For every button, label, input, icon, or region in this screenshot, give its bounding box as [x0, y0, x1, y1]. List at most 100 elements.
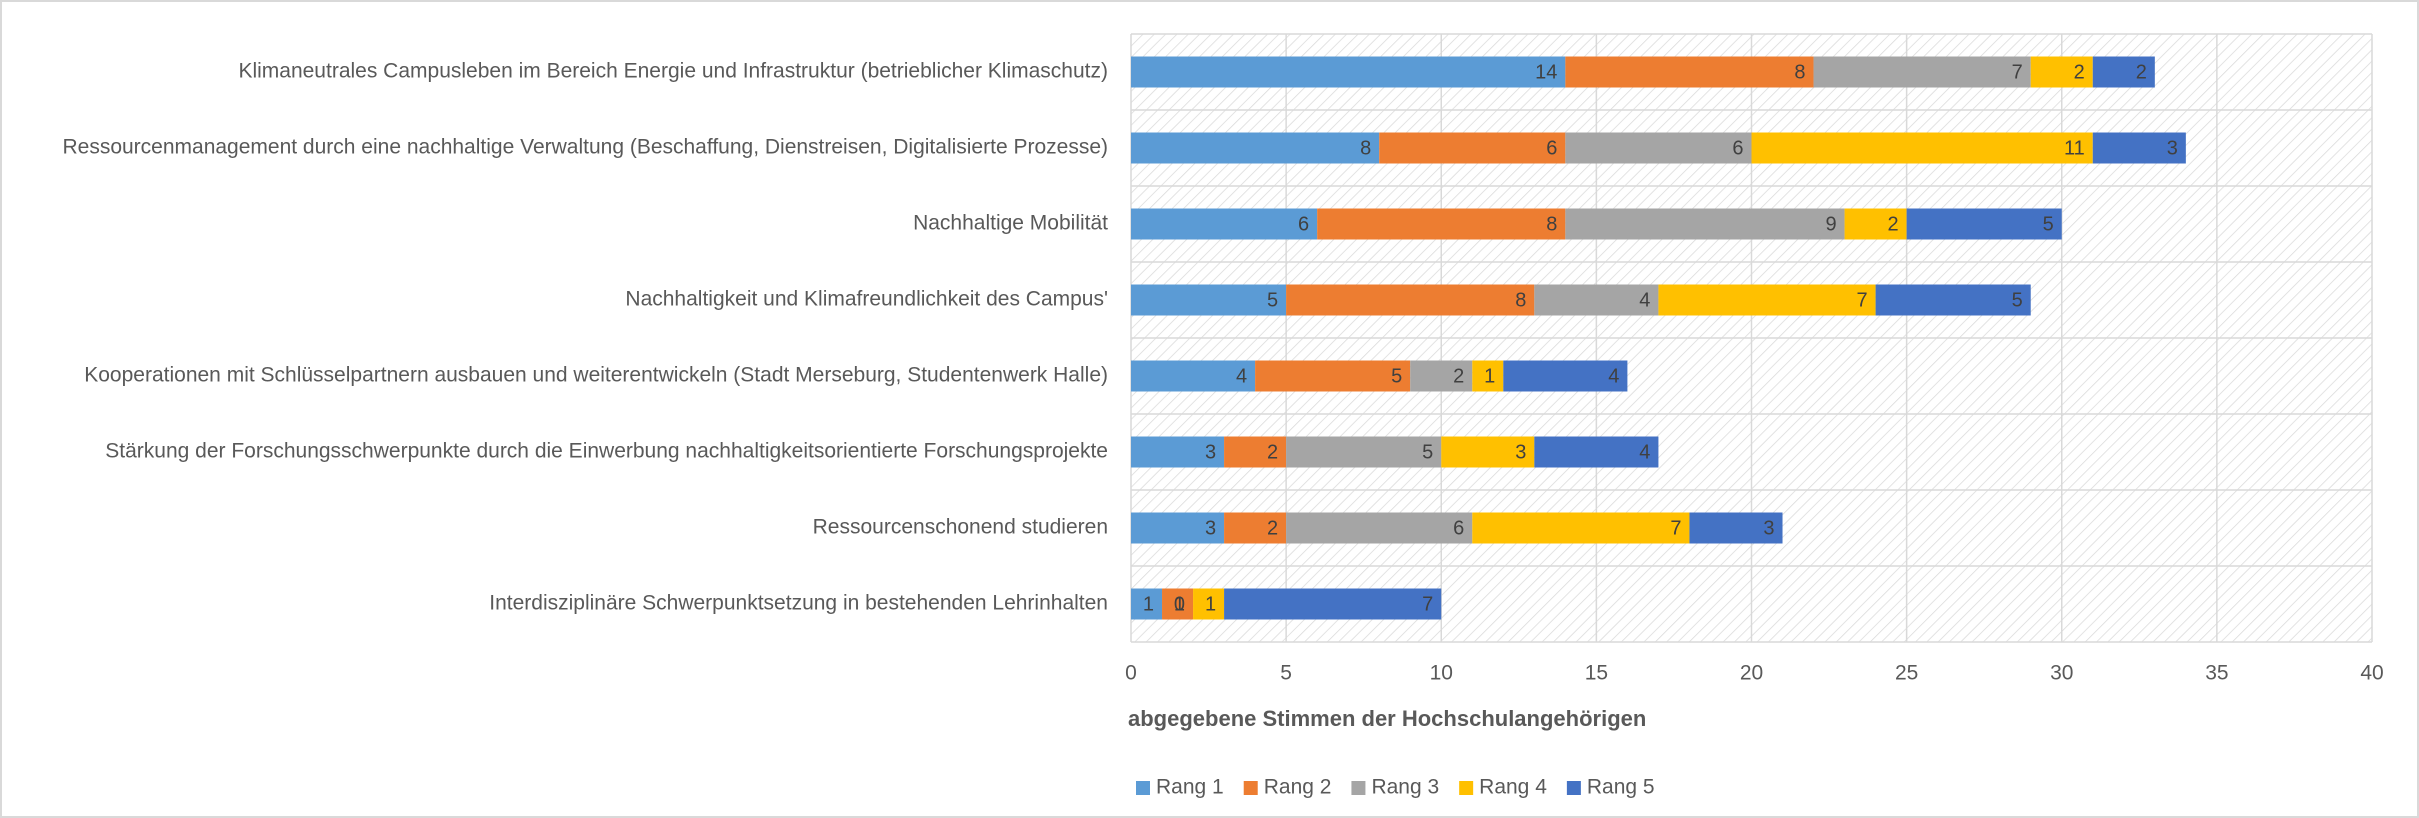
data-label: 11 — [2064, 137, 2085, 159]
x-tick-label: 5 — [1280, 662, 1292, 685]
bar-segment — [2092, 132, 2186, 164]
data-label: 2 — [2074, 61, 2085, 83]
data-label: 7 — [1856, 289, 1867, 311]
bar-segment — [1131, 56, 1566, 88]
data-label: 4 — [1608, 365, 1619, 387]
x-tick-label: 20 — [1740, 662, 1763, 685]
data-label: 5 — [1267, 289, 1278, 311]
legend-label: Rang 4 — [1479, 776, 1547, 799]
data-label: 2 — [1888, 213, 1899, 235]
bar-segment — [1534, 284, 1659, 316]
bar-segment — [1844, 208, 1907, 240]
bar-segment — [1906, 208, 2062, 240]
bar-segment — [1131, 284, 1287, 316]
x-tick-label: 25 — [1895, 662, 1918, 685]
data-label: 1 — [1174, 593, 1185, 615]
bar-segment — [1224, 588, 1442, 620]
data-label: 1 — [1205, 593, 1216, 615]
bar-segment — [1410, 360, 1473, 392]
data-label: 6 — [1546, 137, 1557, 159]
x-tick-label: 35 — [2205, 662, 2228, 685]
bar-segment — [1286, 436, 1442, 468]
data-label: 3 — [2167, 137, 2178, 159]
data-label: 6 — [1453, 517, 1464, 539]
data-label: 2 — [1267, 517, 1278, 539]
data-label: 5 — [2012, 289, 2023, 311]
data-label: 4 — [1236, 365, 1247, 387]
data-label: 7 — [1670, 517, 1681, 539]
x-tick-label: 0 — [1125, 662, 1137, 685]
bar-segment — [1472, 360, 1504, 392]
bar-segment — [1286, 512, 1473, 544]
data-label: 1 — [1143, 593, 1154, 615]
bar-segment — [1472, 512, 1690, 544]
y-tick-label: Nachhaltige Mobilität — [913, 212, 1108, 235]
data-label: 8 — [1794, 61, 1805, 83]
legend-marker — [1136, 781, 1150, 795]
y-tick-label: Kooperationen mit Schlüsselpartnern ausb… — [84, 364, 1108, 387]
data-label: 9 — [1825, 213, 1836, 235]
x-tick-label: 30 — [2050, 662, 2073, 685]
bar-segment — [1224, 512, 1287, 544]
bar-segment — [1131, 436, 1225, 468]
legend-label: Rang 5 — [1587, 776, 1655, 799]
y-tick-label: Ressourcenschonend studieren — [813, 516, 1108, 539]
legend-marker — [1243, 781, 1258, 795]
data-label: 2 — [1453, 365, 1464, 387]
bar-segment — [1875, 284, 2031, 316]
bar-segment — [1131, 588, 1163, 620]
x-tick-label: 40 — [2360, 662, 2383, 685]
bar-segment — [1131, 132, 1380, 164]
data-label: 4 — [1639, 289, 1650, 311]
x-tick-label: 10 — [1430, 662, 1453, 685]
bar-segment — [1534, 436, 1659, 468]
bar-segment — [1565, 132, 1752, 164]
data-label: 6 — [1732, 137, 1743, 159]
bar-segment — [1813, 56, 2031, 88]
data-label: 6 — [1298, 213, 1309, 235]
data-label: 5 — [1422, 441, 1433, 463]
data-label: 8 — [1546, 213, 1557, 235]
bar-segment — [2030, 56, 2093, 88]
data-label: 3 — [1763, 517, 1774, 539]
bar-segment — [1193, 588, 1225, 620]
data-label: 0 — [1174, 593, 1185, 615]
data-label: 7 — [1422, 593, 1433, 615]
legend-marker — [1566, 781, 1581, 795]
data-label: 2 — [1267, 441, 1278, 463]
legend-label: Rang 1 — [1156, 776, 1224, 799]
data-label: 5 — [2043, 213, 2054, 235]
data-label: 3 — [1515, 441, 1526, 463]
data-label: 8 — [1515, 289, 1526, 311]
bar-segment — [1255, 360, 1411, 392]
y-tick-label: Stärkung der Forschungsschwerpunkte durc… — [105, 440, 1108, 463]
legend-marker — [1351, 781, 1366, 795]
x-tick-label: 15 — [1585, 662, 1608, 685]
bar-segment — [1286, 284, 1535, 316]
data-label: 2 — [2136, 61, 2147, 83]
data-label: 14 — [1535, 61, 1557, 83]
bar-segment — [1379, 132, 1566, 164]
data-label: 5 — [1391, 365, 1402, 387]
bar-segment — [1131, 360, 1256, 392]
y-tick-label: Interdisziplinäre Schwerpunktsetzung in … — [489, 592, 1108, 615]
data-label: 8 — [1360, 137, 1371, 159]
bar-segment — [1689, 512, 1783, 544]
data-label: 1 — [1484, 365, 1495, 387]
data-label: 4 — [1639, 441, 1650, 463]
data-label: 3 — [1205, 517, 1216, 539]
bar-segment — [1658, 284, 1876, 316]
bar-segment — [2092, 56, 2155, 88]
bar-segment — [1224, 436, 1287, 468]
legend-marker — [1459, 781, 1474, 795]
y-tick-label: Ressourcenmanagement durch eine nachhalt… — [62, 136, 1108, 159]
bar-segment — [1131, 208, 1318, 240]
bar-segment — [1131, 512, 1225, 544]
bar-segment — [1317, 208, 1566, 240]
data-label: 7 — [2012, 61, 2023, 83]
bar-segment — [1162, 588, 1194, 620]
data-label: 3 — [1205, 441, 1216, 463]
bar-segment — [1565, 56, 1814, 88]
bar-segment — [1441, 436, 1535, 468]
